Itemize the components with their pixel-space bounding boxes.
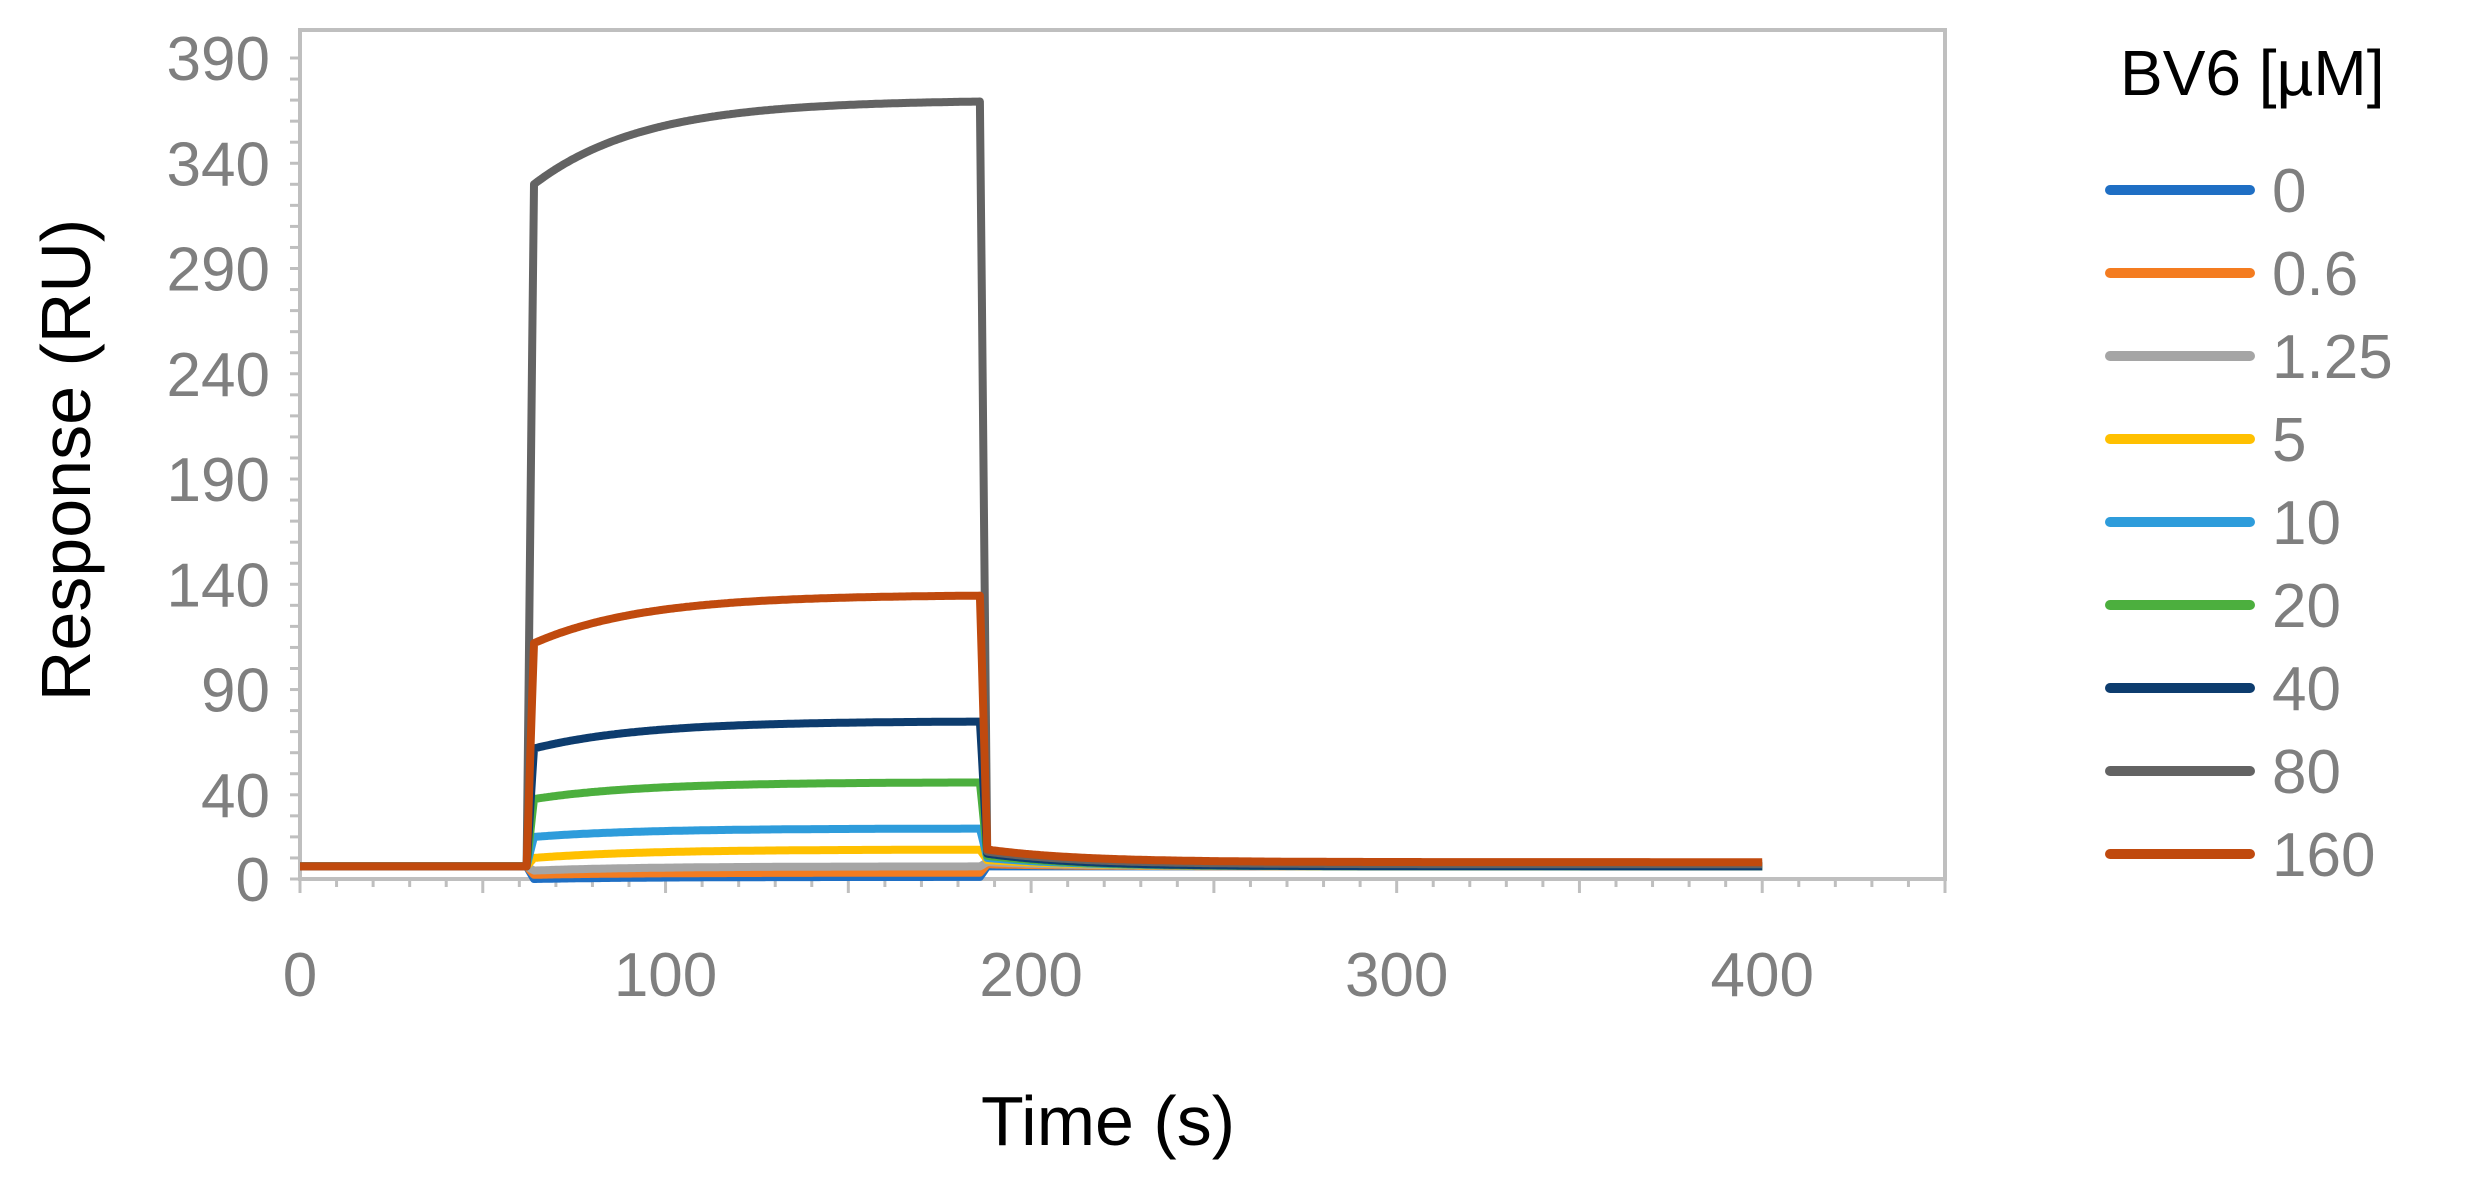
y-axis: 0 40 90 140 190 240 290 340 390 <box>167 25 300 915</box>
legend-label: 160 <box>2272 821 2375 890</box>
x-tick-label: 400 <box>1710 941 1813 1010</box>
y-tick-label: 0 <box>236 846 270 915</box>
y-tick-label: 340 <box>167 130 270 199</box>
y-tick-label: 290 <box>167 236 270 305</box>
y-tick-label: 140 <box>167 551 270 620</box>
legend-label: 0.6 <box>2272 240 2358 309</box>
x-axis-title: Time (s) <box>981 1082 1235 1160</box>
series-lines <box>297 97 1765 883</box>
x-tick-label: 300 <box>1345 941 1448 1010</box>
legend: BV6 [µM] 0 0.6 1.25 5 10 20 40 80 160 <box>2105 37 2393 890</box>
plot-area <box>298 28 1947 881</box>
legend-label: 0 <box>2272 157 2306 226</box>
x-axis: 0 100 200 300 400 <box>283 879 1947 1010</box>
y-tick-label: 90 <box>201 657 270 726</box>
y-tick-label: 240 <box>167 341 270 410</box>
y-tick-label: 390 <box>167 25 270 94</box>
legend-label: 40 <box>2272 655 2341 724</box>
y-tick-label: 190 <box>167 446 270 515</box>
y-axis-title: Response (RU) <box>27 219 105 701</box>
legend-label: 1.25 <box>2272 323 2393 392</box>
x-tick-label: 100 <box>614 941 717 1010</box>
legend-label: 20 <box>2272 572 2341 641</box>
legend-label: 10 <box>2272 489 2341 558</box>
y-tick-label: 40 <box>201 762 270 831</box>
legend-label: 80 <box>2272 738 2341 807</box>
x-tick-label: 0 <box>283 941 317 1010</box>
series-line-160 <box>297 591 1765 871</box>
legend-label: 5 <box>2272 406 2306 475</box>
x-tick-label: 200 <box>979 941 1082 1010</box>
legend-title: BV6 [µM] <box>2120 37 2385 109</box>
